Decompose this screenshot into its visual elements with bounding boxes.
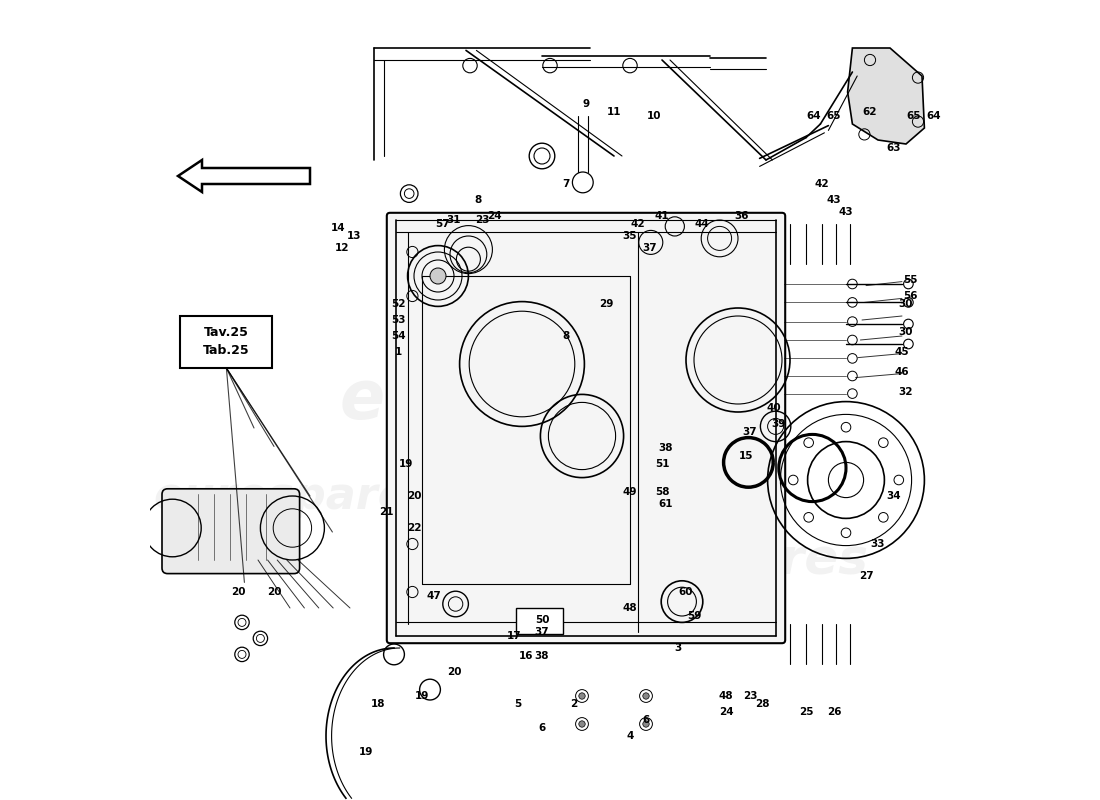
Text: 43: 43 [838,207,854,217]
FancyBboxPatch shape [162,489,299,574]
Text: 27: 27 [859,571,873,581]
Text: 31: 31 [447,215,461,225]
Text: 42: 42 [815,179,829,189]
Text: 51: 51 [654,459,669,469]
Text: 24: 24 [718,707,734,717]
Text: 17: 17 [507,631,521,641]
Text: 49: 49 [623,487,637,497]
Text: 62: 62 [862,107,878,117]
Bar [516,608,563,634]
Text: 25: 25 [799,707,813,717]
Circle shape [642,721,649,727]
Text: 30: 30 [899,327,913,337]
Text: 12: 12 [334,243,350,253]
Text: 19: 19 [399,459,414,469]
Text: 43: 43 [827,195,842,205]
Text: 56: 56 [903,291,917,301]
Text: 20: 20 [231,587,245,597]
Text: 10: 10 [647,111,661,121]
Text: 64: 64 [806,111,822,121]
Text: 37: 37 [742,427,757,437]
Text: 39: 39 [771,419,785,429]
Text: 5: 5 [515,699,521,709]
Text: 64: 64 [926,111,942,121]
Text: 6: 6 [538,723,546,733]
Circle shape [579,693,585,699]
Bar [180,316,273,368]
Text: 9: 9 [582,99,590,109]
Text: 46: 46 [894,367,910,377]
Text: 55: 55 [903,275,917,285]
Text: 8: 8 [562,331,570,341]
Text: 34: 34 [887,491,901,501]
Circle shape [642,693,649,699]
Text: 59: 59 [686,611,701,621]
Text: 35: 35 [623,231,637,241]
Text: 52: 52 [390,299,405,309]
Text: 7: 7 [562,179,570,189]
Text: 15: 15 [739,451,754,461]
Text: 1: 1 [395,347,402,357]
Text: 23: 23 [742,691,757,701]
Text: 65: 65 [827,111,842,121]
Text: 26: 26 [827,707,842,717]
Text: 2: 2 [571,699,578,709]
Text: eurospares: eurospares [153,474,434,518]
Text: eurospares: eurospares [339,367,761,433]
Text: 20: 20 [407,491,421,501]
Circle shape [430,268,446,284]
Text: 40: 40 [767,403,781,413]
Text: 23: 23 [475,215,490,225]
Text: 32: 32 [899,387,913,397]
Text: 63: 63 [887,143,901,153]
Text: 22: 22 [407,523,421,533]
Text: 29: 29 [598,299,613,309]
Text: 37: 37 [535,627,549,637]
Text: 28: 28 [755,699,769,709]
Text: 48: 48 [623,603,637,613]
Text: 53: 53 [390,315,405,325]
Text: 16: 16 [519,651,534,661]
Text: 33: 33 [871,539,886,549]
Text: 21: 21 [378,507,394,517]
Text: 4: 4 [626,731,634,741]
Text: 14: 14 [331,223,345,233]
Text: 20: 20 [447,667,461,677]
Text: 6: 6 [642,715,650,725]
Text: 19: 19 [415,691,429,701]
Text: 36: 36 [735,211,749,221]
Text: 41: 41 [654,211,669,221]
Text: 37: 37 [642,243,658,253]
Text: Tav.25
Tab.25: Tav.25 Tab.25 [204,326,250,358]
Text: 54: 54 [390,331,405,341]
Text: 58: 58 [654,487,669,497]
Circle shape [579,721,585,727]
Text: 61: 61 [659,499,673,509]
Polygon shape [848,48,924,144]
Text: 11: 11 [607,107,621,117]
Polygon shape [178,160,310,192]
Text: 18: 18 [371,699,385,709]
Text: eurospares: eurospares [552,536,868,584]
Text: 60: 60 [679,587,693,597]
Text: 47: 47 [427,591,441,601]
Text: 8: 8 [474,195,482,205]
FancyBboxPatch shape [387,213,785,643]
Text: 19: 19 [359,747,373,757]
Text: 20: 20 [266,587,282,597]
Text: 3: 3 [674,643,682,653]
Text: 65: 65 [906,111,922,121]
Text: 44: 44 [694,219,710,229]
Text: 48: 48 [718,691,734,701]
Text: 45: 45 [894,347,910,357]
Text: 38: 38 [535,651,549,661]
Text: 38: 38 [659,443,673,453]
Text: 57: 57 [434,219,449,229]
Text: 50: 50 [535,615,549,625]
Text: 30: 30 [899,299,913,309]
Text: 13: 13 [346,231,361,241]
Text: 42: 42 [630,219,646,229]
Text: 24: 24 [486,211,502,221]
